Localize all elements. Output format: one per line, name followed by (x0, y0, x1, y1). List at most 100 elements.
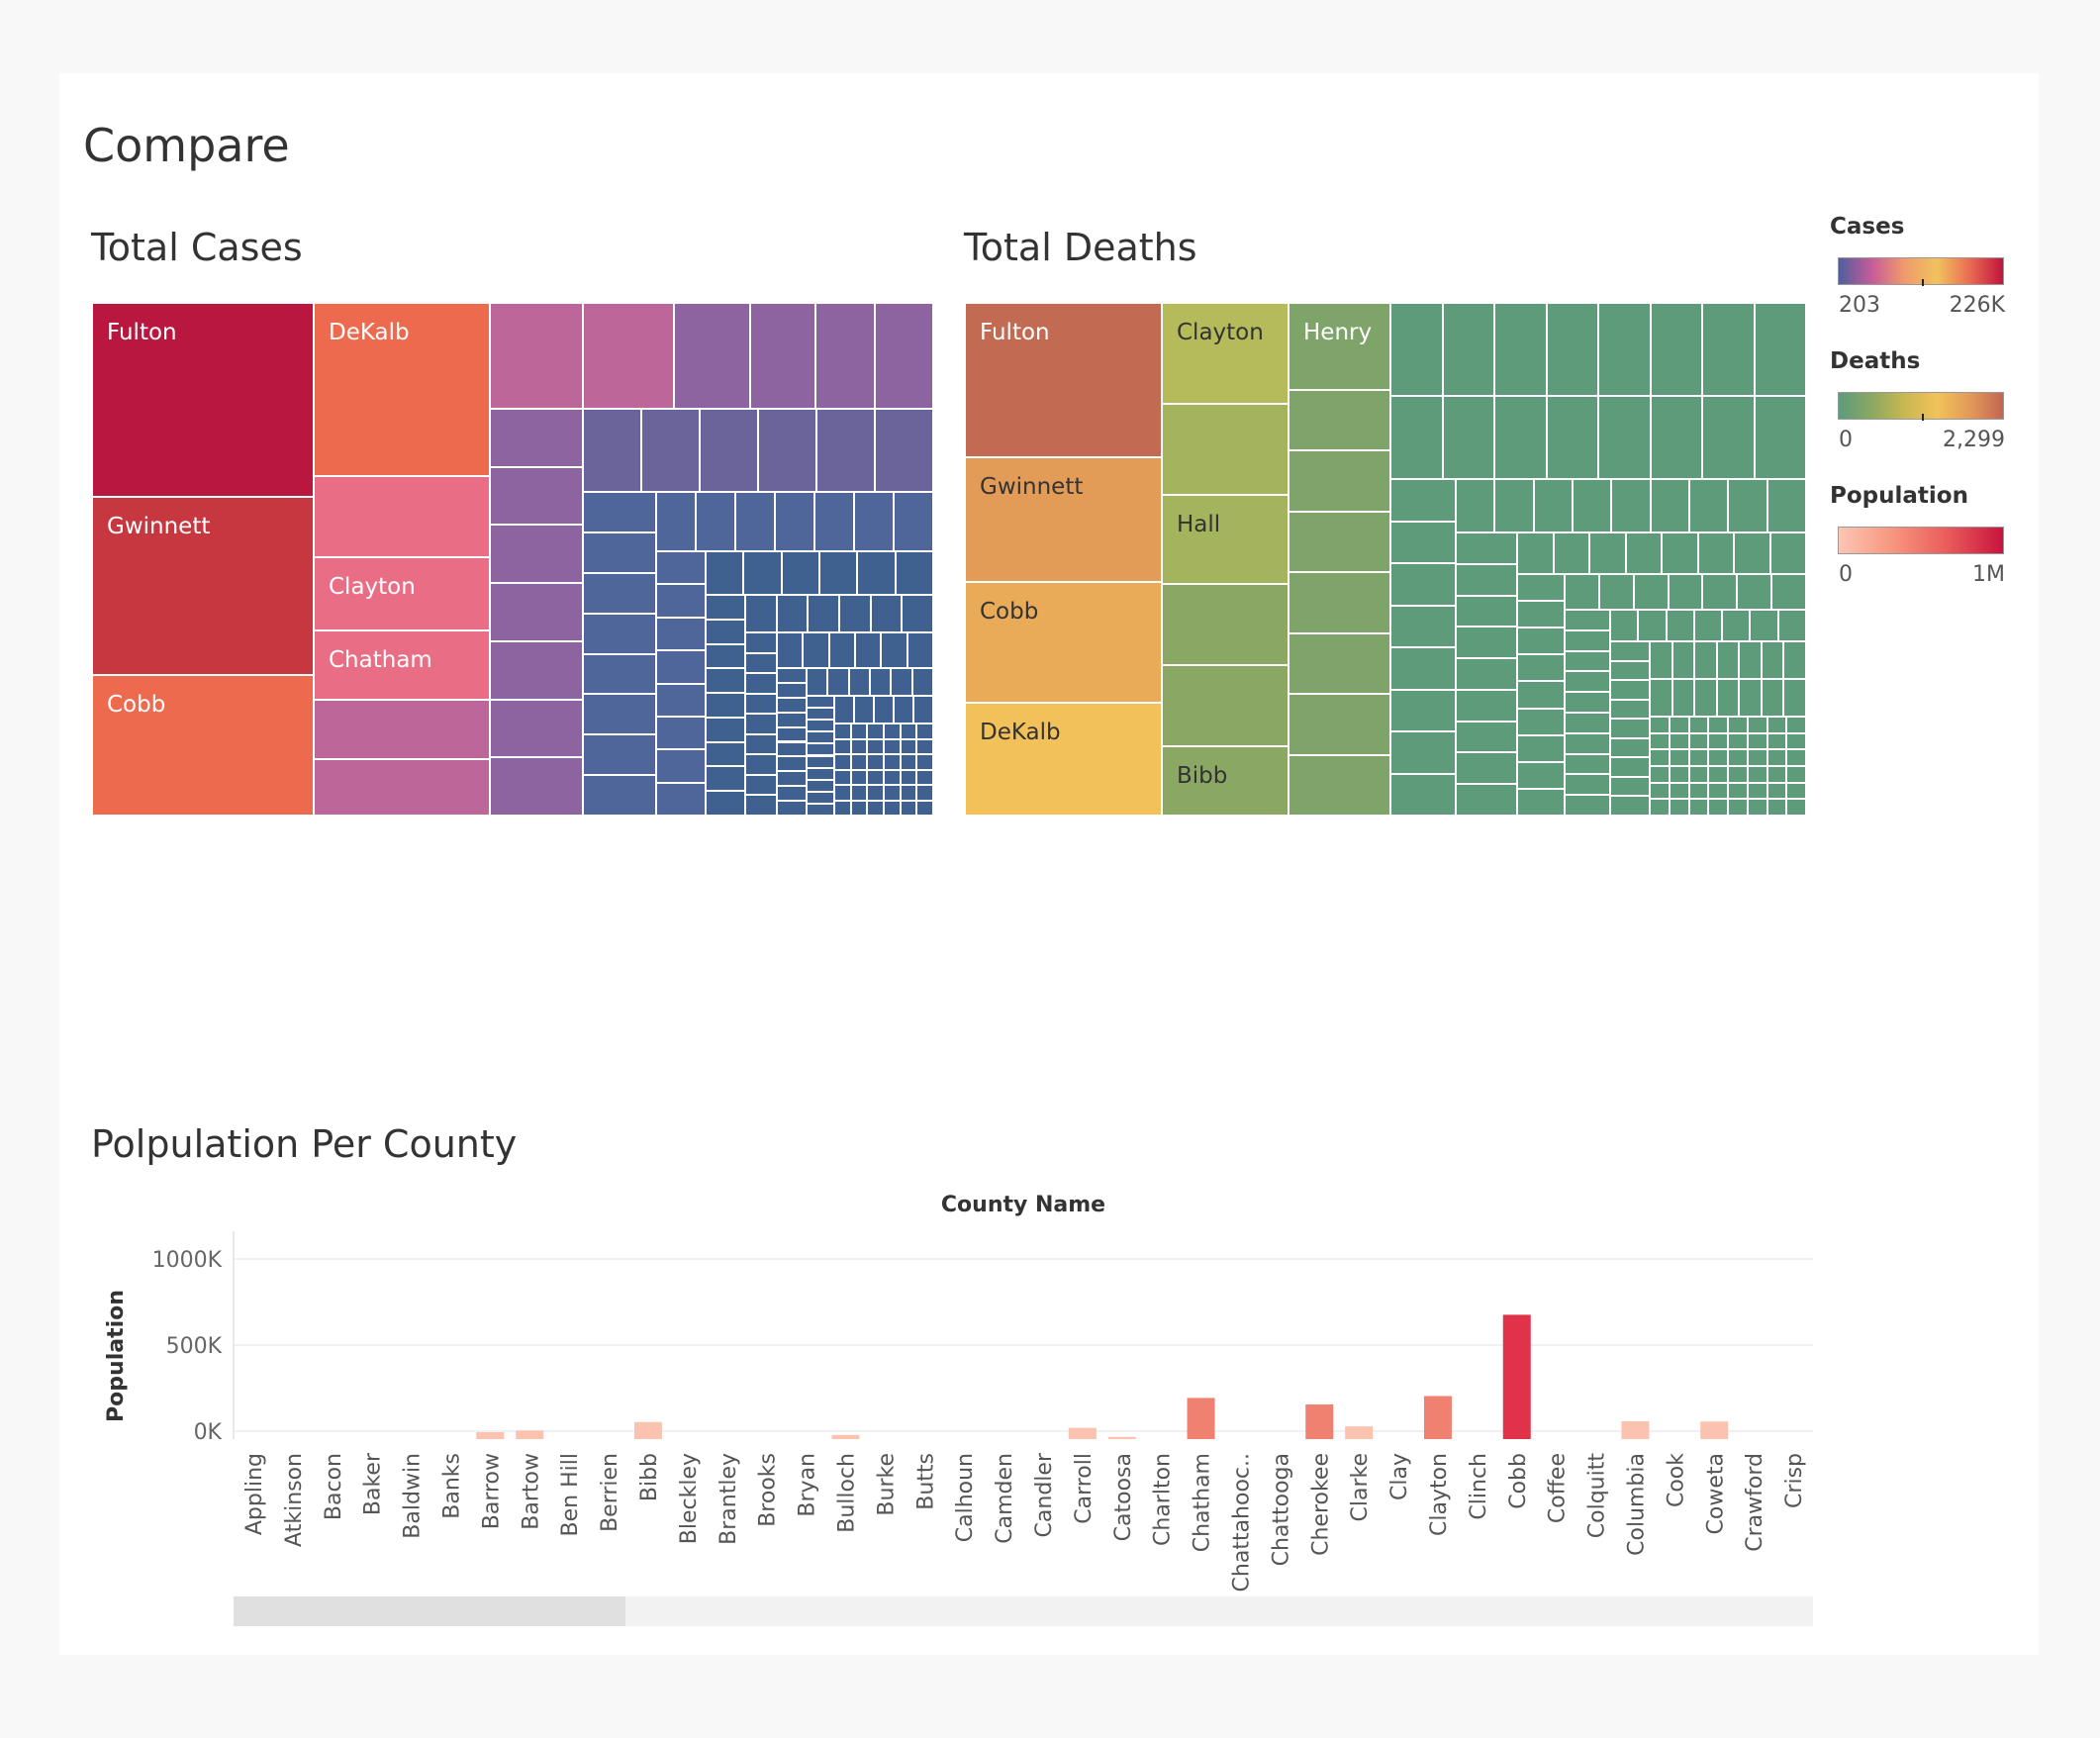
tile-county[interactable] (819, 551, 858, 595)
tile-county[interactable] (1565, 610, 1610, 630)
tile-county[interactable] (867, 724, 884, 739)
tile-county[interactable] (745, 733, 777, 755)
tile-county[interactable] (1747, 717, 1767, 733)
tile-county[interactable] (1766, 782, 1787, 800)
tile-county[interactable] (1650, 782, 1670, 800)
tile-county[interactable] (1494, 479, 1534, 532)
tile-county[interactable] (850, 800, 868, 816)
tile-county[interactable] (777, 726, 807, 742)
tile-county[interactable] (1786, 717, 1806, 733)
tile-county[interactable] (1708, 717, 1728, 733)
tile-county[interactable] (758, 409, 816, 492)
tile-county[interactable] (777, 712, 807, 727)
tile-county[interactable] (1456, 532, 1517, 564)
tile-county[interactable] (1669, 732, 1689, 750)
tile-county[interactable] (745, 652, 777, 674)
tile-county[interactable] (1610, 737, 1650, 758)
tile-cobb[interactable]: Cobb (965, 582, 1162, 703)
tile-county[interactable] (1754, 396, 1806, 479)
tile-county[interactable] (777, 697, 807, 713)
tile-county[interactable] (1747, 799, 1767, 816)
tile-county[interactable] (706, 791, 745, 816)
tile-county[interactable] (776, 595, 809, 632)
tile-county[interactable] (900, 785, 917, 801)
tile-county[interactable] (1517, 761, 1565, 789)
bar-cherokee[interactable] (1305, 1404, 1334, 1439)
tile-county[interactable] (1771, 574, 1806, 610)
tile-county[interactable] (745, 795, 777, 816)
tile-county[interactable] (1494, 303, 1547, 396)
tile-county[interactable] (583, 613, 656, 654)
tile-county[interactable] (870, 668, 892, 696)
tile-county[interactable] (815, 303, 875, 409)
tile-county[interactable] (583, 492, 656, 532)
tile-county[interactable] (1456, 627, 1517, 659)
tile-county[interactable] (1289, 632, 1390, 695)
tile-clayton[interactable]: Clayton (1162, 303, 1289, 404)
tile-county[interactable] (807, 731, 834, 744)
tile-county[interactable] (1734, 532, 1770, 574)
tile-county[interactable] (1289, 511, 1390, 573)
tile-county[interactable] (884, 724, 901, 739)
tile-county[interactable] (1610, 757, 1650, 777)
bar-bartow[interactable] (516, 1430, 544, 1439)
total-deaths-treemap[interactable]: Fulton Gwinnett Cobb DeKalb Clayton Hall Bibb H… (965, 303, 1806, 816)
tile-county[interactable] (834, 724, 851, 739)
tile-county[interactable] (1650, 396, 1702, 479)
tile-county[interactable] (807, 767, 834, 780)
tile-county[interactable] (895, 551, 933, 595)
tile-county[interactable] (874, 696, 894, 724)
tile-county[interactable] (1747, 766, 1767, 783)
bar-clayton[interactable] (1423, 1396, 1452, 1439)
tile-county[interactable] (1565, 650, 1610, 672)
deaths-color-ramp[interactable] (1838, 392, 2004, 420)
tile-county[interactable] (850, 785, 868, 801)
tile-county[interactable] (913, 696, 933, 724)
tile-county[interactable] (807, 779, 834, 792)
tile-county[interactable] (1777, 610, 1806, 641)
tile-county[interactable] (1728, 717, 1748, 733)
tile-county[interactable] (656, 749, 706, 783)
bar-catoosa[interactable] (1107, 1436, 1136, 1439)
tile-county[interactable] (1747, 782, 1767, 800)
tile-gwinnett[interactable]: Gwinnett (92, 497, 314, 675)
tile-county[interactable] (583, 572, 656, 614)
tile-county[interactable] (1766, 732, 1787, 750)
tile-county[interactable] (1786, 732, 1806, 750)
tile-county[interactable] (583, 734, 656, 776)
tile-county[interactable] (1162, 404, 1289, 495)
tile-county[interactable] (900, 738, 917, 754)
bar-bulloch[interactable] (831, 1434, 860, 1439)
bar-coweta[interactable] (1700, 1421, 1729, 1439)
tile-county[interactable] (1162, 584, 1289, 665)
tile-county[interactable] (803, 632, 829, 668)
tile-dekalb[interactable]: DeKalb (965, 703, 1162, 816)
tile-county[interactable] (656, 650, 706, 684)
tile-county[interactable] (1708, 732, 1728, 750)
tile-county[interactable] (1289, 450, 1390, 512)
tile-county[interactable] (1769, 532, 1806, 574)
tile-county[interactable] (1610, 660, 1650, 681)
tile-county[interactable] (1553, 532, 1589, 574)
tile-county[interactable] (1610, 699, 1650, 720)
population-bar-chart[interactable]: County Name Population 1000K 500K 0K Appling A… (59, 1178, 2039, 1653)
tile-county[interactable] (834, 769, 851, 785)
tile-county[interactable] (1669, 799, 1689, 816)
tile-county[interactable] (706, 717, 745, 742)
tile-county[interactable] (1456, 784, 1517, 816)
tile-county[interactable] (777, 668, 807, 683)
tile-county[interactable] (1390, 731, 1456, 774)
tile-county[interactable] (1728, 479, 1767, 532)
tile-county[interactable] (1688, 749, 1709, 766)
tile-county[interactable] (1728, 732, 1748, 750)
tile-county[interactable] (1517, 628, 1565, 655)
tile-county[interactable] (777, 801, 807, 816)
tile-bibb[interactable]: Bibb (1162, 746, 1289, 816)
tile-county[interactable] (583, 775, 656, 816)
tile-county[interactable] (891, 668, 912, 696)
tile-county[interactable] (745, 714, 777, 734)
tile-county[interactable] (1747, 749, 1767, 766)
tile-county[interactable] (1716, 641, 1740, 679)
tile-county[interactable] (1390, 479, 1456, 522)
tile-county[interactable] (656, 584, 706, 618)
